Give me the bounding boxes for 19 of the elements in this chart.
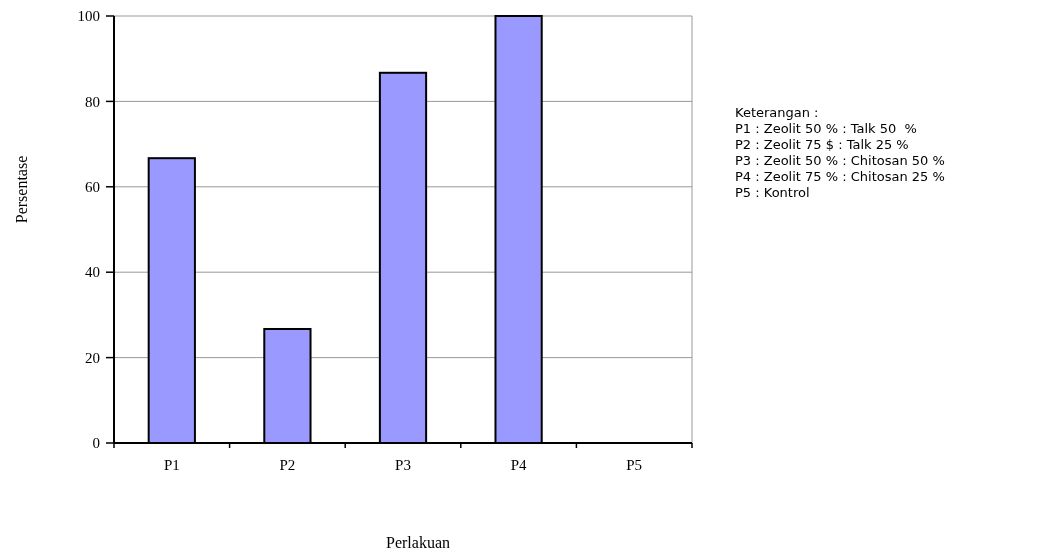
y-tick-label: 0 <box>92 435 100 452</box>
x-tick-label: P3 <box>395 457 411 473</box>
text: P4 : Zeolit 75 % : Chitosan 25 % <box>735 169 945 184</box>
y-tick-label: 100 <box>77 8 100 25</box>
y-tick-label: 20 <box>85 349 100 366</box>
y-tick-label: 40 <box>85 264 100 281</box>
y-tick-label: 80 <box>85 93 100 110</box>
text: P1 : Zeolit 50 % : Talk 50 % <box>735 121 917 136</box>
y-axis-title: Persentase <box>13 155 30 224</box>
text: Keterangan : <box>735 105 819 120</box>
y-tick-label: 60 <box>85 179 100 196</box>
x-tick-label: P5 <box>626 457 643 473</box>
x-axis-title: Perlakuan <box>386 534 450 551</box>
x-tick-label: P4 <box>510 457 528 473</box>
x-tick-label: P2 <box>279 457 296 473</box>
text: P3 : Zeolit 50 % : Chitosan 50 % <box>735 153 945 168</box>
text: P2 : Zeolit 75 $ : Talk 25 % <box>735 137 909 152</box>
text: P5 : Kontrol <box>735 185 810 200</box>
x-tick-label: P1 <box>163 457 180 473</box>
